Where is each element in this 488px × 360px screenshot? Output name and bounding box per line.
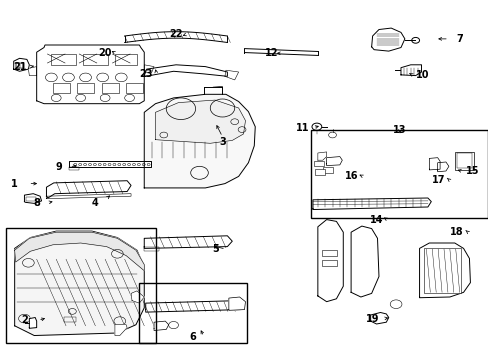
Polygon shape — [46, 194, 131, 199]
Bar — [139, 283, 246, 343]
Polygon shape — [428, 158, 439, 170]
Polygon shape — [131, 291, 144, 303]
Text: 7: 7 — [455, 34, 462, 44]
Polygon shape — [326, 157, 342, 166]
Bar — [456, 153, 471, 168]
Polygon shape — [437, 162, 448, 172]
Bar — [16, 63, 24, 68]
Polygon shape — [154, 321, 168, 330]
Bar — [322, 167, 332, 173]
Polygon shape — [29, 318, 37, 328]
Text: 11: 11 — [295, 123, 308, 133]
Text: 3: 3 — [219, 137, 225, 147]
Polygon shape — [144, 236, 232, 248]
Bar — [83, 54, 107, 65]
Bar — [53, 83, 70, 93]
Polygon shape — [145, 301, 244, 312]
Text: 4: 4 — [92, 198, 99, 208]
Text: 18: 18 — [449, 227, 463, 237]
Bar — [26, 197, 36, 201]
Bar — [77, 83, 94, 93]
Bar — [314, 161, 324, 166]
Text: 21: 21 — [13, 62, 26, 72]
Text: 1: 1 — [11, 179, 18, 189]
Polygon shape — [14, 58, 29, 71]
Polygon shape — [37, 45, 144, 104]
Text: 9: 9 — [55, 162, 62, 172]
Bar — [16, 63, 20, 68]
Bar — [454, 152, 473, 170]
Bar — [126, 83, 143, 93]
Text: 19: 19 — [365, 314, 379, 324]
Text: 13: 13 — [392, 125, 406, 135]
Text: 12: 12 — [264, 48, 278, 58]
Bar — [321, 260, 337, 266]
Text: 23: 23 — [139, 69, 152, 79]
Bar — [63, 317, 76, 322]
Polygon shape — [419, 243, 469, 298]
Polygon shape — [115, 325, 127, 336]
Text: 17: 17 — [431, 175, 445, 185]
Text: 10: 10 — [415, 70, 429, 80]
Bar — [321, 250, 337, 256]
Polygon shape — [370, 312, 388, 324]
Polygon shape — [317, 152, 326, 160]
Bar — [315, 169, 325, 175]
Text: 5: 5 — [211, 244, 218, 254]
Polygon shape — [155, 100, 245, 143]
Text: 22: 22 — [169, 29, 183, 39]
Text: 2: 2 — [21, 315, 28, 325]
Polygon shape — [317, 220, 343, 302]
Polygon shape — [144, 65, 227, 76]
Polygon shape — [228, 297, 245, 310]
Bar — [424, 248, 460, 293]
Polygon shape — [350, 226, 378, 297]
Text: 16: 16 — [345, 171, 358, 181]
Text: 15: 15 — [465, 166, 478, 176]
Bar — [115, 54, 137, 65]
Text: 8: 8 — [33, 198, 40, 208]
Text: 14: 14 — [369, 215, 383, 225]
Polygon shape — [24, 194, 41, 203]
Bar — [102, 83, 119, 93]
Bar — [51, 54, 76, 65]
Bar — [310, 130, 487, 218]
Polygon shape — [371, 28, 404, 51]
Polygon shape — [46, 181, 131, 198]
Bar — [6, 228, 155, 343]
Polygon shape — [15, 232, 144, 271]
Polygon shape — [400, 65, 421, 76]
Polygon shape — [15, 231, 144, 336]
Text: 20: 20 — [98, 48, 112, 58]
Bar — [69, 167, 79, 170]
Polygon shape — [144, 94, 255, 188]
Text: 6: 6 — [189, 332, 196, 342]
Polygon shape — [312, 198, 430, 210]
Bar — [144, 247, 159, 251]
Polygon shape — [69, 161, 150, 167]
